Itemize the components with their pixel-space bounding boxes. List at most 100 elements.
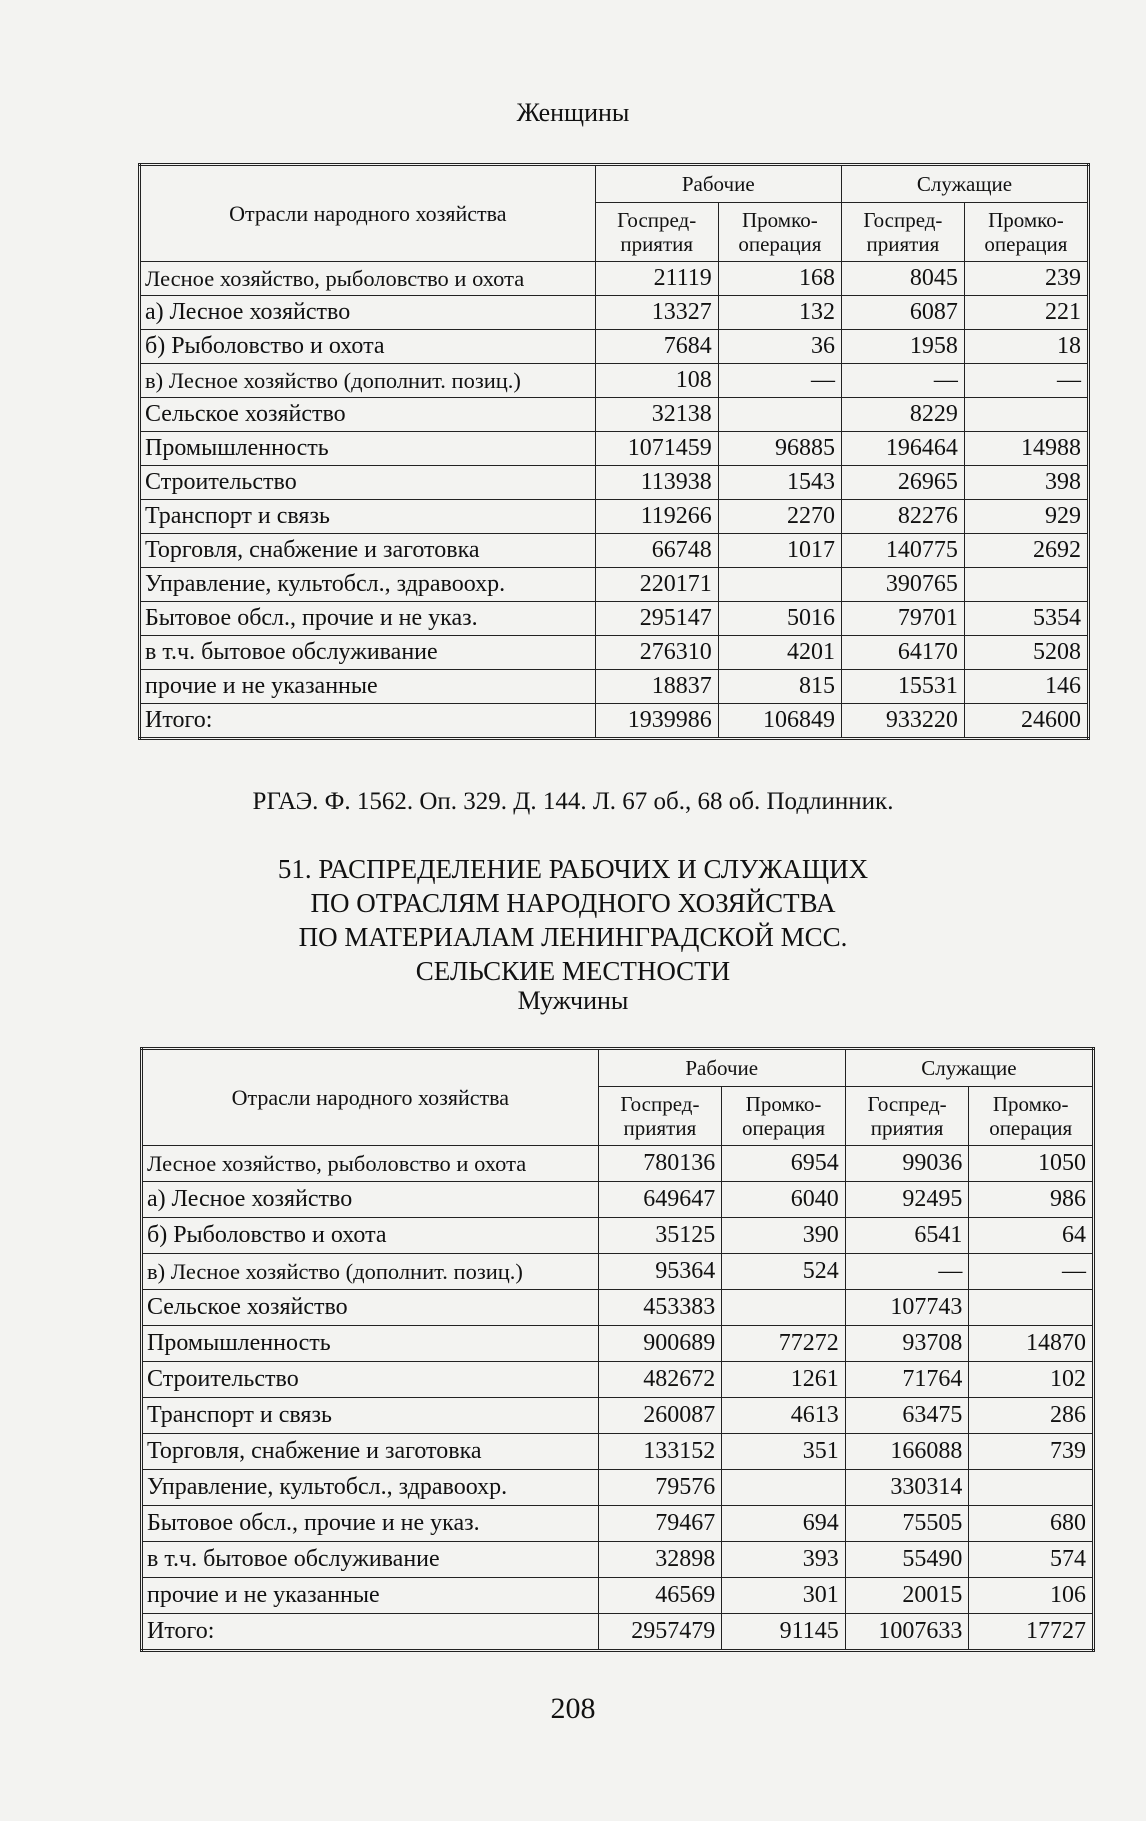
employees-state-cell: 933220 [840,703,965,739]
employees-coop-cell: 929 [963,499,1090,534]
workers-coop-cell: 77272 [721,1325,846,1362]
workers-coop-cell: 393 [721,1541,846,1578]
employees-state-cell: 1958 [840,329,965,364]
workers-coop-cell: 106849 [717,703,842,739]
employees-coop-cell: 680 [968,1505,1094,1542]
employees-state-cell: 8045 [840,261,965,296]
employees-coop-cell: 14988 [963,431,1090,466]
table-row: Управление, культобсл., здравоохр. 220171… [139,567,1090,602]
workers-coop-cell: 91145 [721,1613,846,1651]
table-row: в т.ч. бытовое обслуживание 32898 393 55490… [141,1541,1094,1578]
row-label: в т.ч. бытовое обслуживание [141,1541,599,1578]
workers-coop-cell: 390 [721,1217,846,1254]
workers-state-cell: 780136 [597,1145,723,1182]
workers-coop-cell: 6954 [721,1145,846,1182]
employees-state-cell: 82276 [840,499,965,534]
employees-state-cell: 8229 [840,397,965,432]
workers-state-cell: 18837 [594,669,719,704]
table-row: Транспорт и связь 119266 2270 82276 929 [139,499,1090,534]
employees-coop-cell: 1050 [968,1145,1094,1182]
employees-state-cell: 107743 [844,1289,970,1326]
employees-coop-cell: 286 [968,1397,1094,1434]
workers-state-cell: 95364 [597,1253,723,1290]
workers-state-cell: 295147 [594,601,719,636]
row-label: в) Лесное хозяйство (дополнит. позиц.) [141,1253,599,1290]
heading-line-1: 51. РАСПРЕДЕЛЕНИЕ РАБОЧИХ И СЛУЖАЩИХ [277,854,869,884]
row-label: б) Рыболовство и охота [139,329,596,364]
page-number: 208 [550,1692,596,1725]
table-row: Лесное хозяйство, рыболовство и охота 780… [141,1145,1094,1182]
employees-state-cell: 196464 [840,431,965,466]
row-label: Транспорт и связь [139,499,596,534]
header-coop: Промко-операция [717,202,842,262]
employees-state-cell: 93708 [844,1325,970,1362]
workers-coop-cell: 168 [717,261,842,296]
workers-coop-cell: 2270 [717,499,842,534]
employees-state-cell: 63475 [844,1397,970,1434]
table-row: Промышленность 1071459 96885 196464 14988 [139,431,1090,466]
employees-coop-cell [968,1469,1094,1506]
workers-state-cell: 1939986 [594,703,719,739]
workers-coop-cell: — [717,363,842,398]
employees-coop-cell: 986 [968,1181,1094,1218]
row-label: Торговля, снабжение и заготовка [139,533,596,568]
row-label: Лесное хозяйство, рыболовство и охота [141,1145,599,1182]
men-caption: Мужчины [517,986,629,1015]
employees-state-cell: 330314 [844,1469,970,1506]
employees-coop-cell: — [963,363,1090,398]
workers-state-cell: 900689 [597,1325,723,1362]
workers-coop-cell: 6040 [721,1181,846,1218]
workers-coop-cell: 694 [721,1505,846,1542]
workers-state-cell: 108 [594,363,719,398]
row-label: Лесное хозяйство, рыболовство и охота [139,261,596,296]
header-state: Госпред-приятия [597,1086,723,1146]
employees-coop-cell: 574 [968,1541,1094,1578]
employees-coop-cell: 398 [963,465,1090,500]
workers-state-cell: 66748 [594,533,719,568]
workers-coop-cell: 1017 [717,533,842,568]
employees-state-cell: 15531 [840,669,965,704]
employees-state-cell: 166088 [844,1433,970,1470]
workers-state-cell: 79576 [597,1469,723,1506]
workers-coop-cell: 96885 [717,431,842,466]
workers-coop-cell: 36 [717,329,842,364]
table-row: Сельское хозяйство 453383 107743 [141,1289,1094,1326]
workers-state-cell: 21119 [594,261,719,296]
row-label: Бытовое обсл., прочие и не указ. [139,601,596,636]
heading-line-4: СЕЛЬСКИЕ МЕСТНОСТИ [415,956,731,986]
employees-coop-cell: 106 [968,1577,1094,1614]
workers-coop-cell: 1261 [721,1361,846,1398]
table-row: Итого: 1939986 106849 933220 24600 [139,703,1090,739]
table-row: Торговля, снабжение и заготовка 133152 351… [141,1433,1094,1470]
header-workers: Рабочие [597,1048,846,1087]
row-label: Сельское хозяйство [139,397,596,432]
workers-state-cell: 113938 [594,465,719,500]
employees-coop-cell: 146 [963,669,1090,704]
workers-state-cell: 7684 [594,329,719,364]
row-label: Итого: [139,703,596,739]
employees-coop-cell: 24600 [963,703,1090,739]
employees-coop-cell: — [968,1253,1094,1290]
employees-state-cell: — [840,363,965,398]
table-row: Торговля, снабжение и заготовка 66748 1017… [139,533,1090,568]
women-table: Отрасли народного хозяйства Рабочие Служ… [138,163,1090,740]
workers-coop-cell [717,397,842,432]
employees-coop-cell: 5208 [963,635,1090,670]
heading-line-3: ПО МАТЕРИАЛАМ ЛЕНИНГРАДСКОЙ МСС. [298,922,848,952]
row-label: в) Лесное хозяйство (дополнит. позиц.) [139,363,596,398]
employees-state-cell: 6087 [840,295,965,330]
table-row: а) Лесное хозяйство 649647 6040 92495 986 [141,1181,1094,1218]
row-label: Сельское хозяйство [141,1289,599,1326]
workers-state-cell: 260087 [597,1397,723,1434]
employees-state-cell: 55490 [844,1541,970,1578]
workers-state-cell: 276310 [594,635,719,670]
employees-coop-cell: 64 [968,1217,1094,1254]
workers-coop-cell: 4201 [717,635,842,670]
table-row: Лесное хозяйство, рыболовство и охота 211… [139,261,1090,296]
employees-state-cell: — [844,1253,970,1290]
row-label: Итого: [141,1613,599,1651]
workers-coop-cell [721,1469,846,1506]
row-label: Промышленность [139,431,596,466]
employees-coop-cell: 18 [963,329,1090,364]
header-employees: Служащие [844,1048,1095,1087]
